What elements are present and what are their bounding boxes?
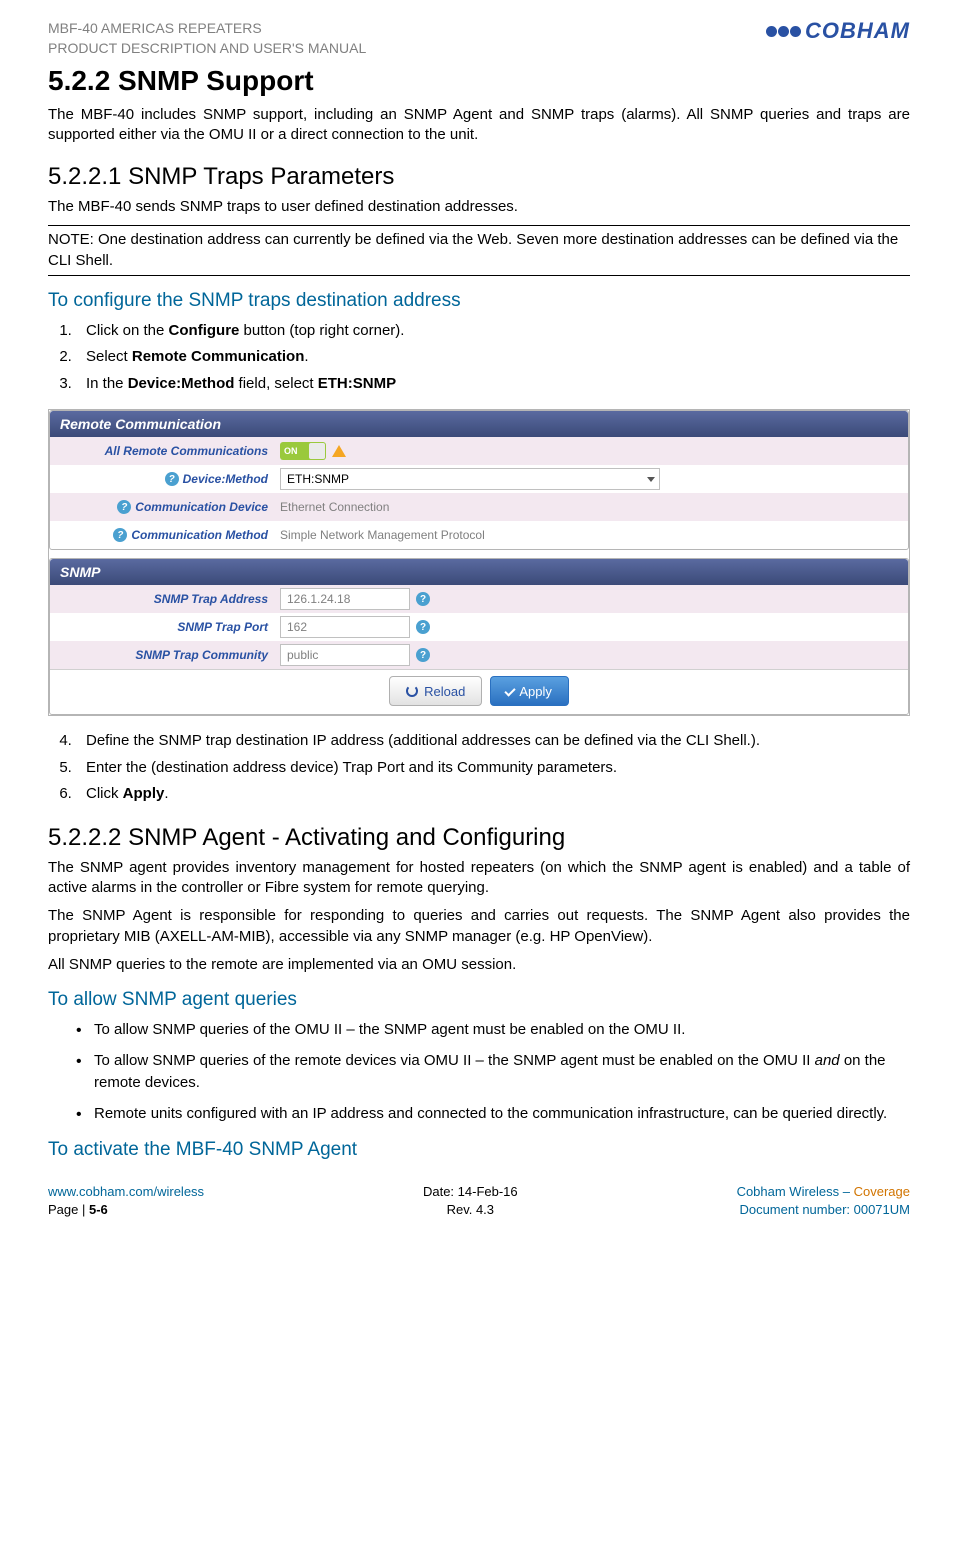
ordered-list-cont: Define the SNMP trap destination IP addr… — [48, 730, 910, 806]
remote-communication-panel: Remote Communication All Remote Communic… — [49, 410, 909, 550]
row-comm-device: ? Communication Device Ethernet Connectio… — [50, 493, 908, 521]
row-label: All Remote Communications — [105, 444, 268, 458]
footer-center: Date: 14-Feb-16 Rev. 4.3 — [423, 1183, 518, 1219]
row-trap-address: SNMP Trap Address 126.1.24.18 ? — [50, 585, 908, 613]
list-item: Enter the (destination address device) T… — [76, 757, 910, 780]
row-value: Ethernet Connection — [280, 500, 389, 514]
trap-port-input[interactable]: 162 — [280, 616, 410, 638]
row-label: Communication Method — [131, 528, 268, 542]
header-title-block: MBF-40 AMERICAS REPEATERS PRODUCT DESCRI… — [48, 18, 366, 59]
header-line2: PRODUCT DESCRIPTION AND USER'S MANUAL — [48, 38, 366, 58]
list-item: Click Apply. — [76, 783, 910, 806]
list-item: Select Remote Communication. — [76, 346, 910, 369]
row-comm-method: ? Communication Method Simple Network Man… — [50, 521, 908, 549]
button-row: Reload Apply — [50, 669, 908, 714]
chevron-down-icon — [647, 477, 655, 482]
apply-button[interactable]: Apply — [490, 676, 569, 706]
reload-button[interactable]: Reload — [389, 676, 482, 706]
help-icon[interactable]: ? — [165, 472, 179, 486]
config-screenshot: Remote Communication All Remote Communic… — [48, 409, 910, 716]
paragraph: All SNMP queries to the remote are imple… — [48, 955, 910, 975]
note-box: NOTE: One destination address can curren… — [48, 225, 910, 276]
heading-h3: 5.2.2.2 SNMP Agent - Activating and Conf… — [48, 824, 910, 852]
list-item: Click on the Configure button (top right… — [76, 320, 910, 343]
page-footer: www.cobham.com/wireless Page | 5-6 Date:… — [48, 1183, 910, 1219]
row-label: SNMP Trap Address — [154, 592, 268, 606]
panel-header: SNMP — [50, 559, 908, 585]
select-value: ETH:SNMP — [287, 472, 349, 486]
paragraph: The SNMP agent provides inventory manage… — [48, 858, 910, 899]
footer-date: Date: 14-Feb-16 — [423, 1183, 518, 1201]
footer-left: www.cobham.com/wireless Page | 5-6 — [48, 1183, 204, 1219]
row-value: Simple Network Management Protocol — [280, 528, 485, 542]
heading-h2: 5.2.2 SNMP Support — [48, 65, 910, 97]
warning-icon — [332, 445, 346, 457]
button-label: Reload — [424, 684, 465, 699]
row-label: Device:Method — [183, 472, 268, 486]
subheading-blue: To configure the SNMP traps destination … — [48, 290, 910, 312]
page-header: MBF-40 AMERICAS REPEATERS PRODUCT DESCRI… — [48, 18, 910, 59]
check-icon — [505, 686, 516, 697]
ordered-list: Click on the Configure button (top right… — [48, 320, 910, 396]
cobham-logo: COBHAM — [766, 18, 910, 44]
trap-address-input[interactable]: 126.1.24.18 — [280, 588, 410, 610]
footer-docnum: Document number: 00071UM — [737, 1201, 910, 1219]
help-icon[interactable]: ? — [117, 500, 131, 514]
logo-text: COBHAM — [805, 18, 910, 44]
row-trap-port: SNMP Trap Port 162 ? — [50, 613, 908, 641]
footer-right: Cobham Wireless – Coverage Document numb… — [737, 1183, 910, 1219]
trap-community-input[interactable]: public — [280, 644, 410, 666]
list-item: Remote units configured with an IP addre… — [76, 1103, 910, 1126]
help-icon[interactable]: ? — [113, 528, 127, 542]
help-icon[interactable]: ? — [416, 592, 430, 606]
row-label: SNMP Trap Port — [177, 620, 268, 634]
subheading-blue: To allow SNMP agent queries — [48, 989, 910, 1011]
list-item: In the Device:Method field, select ETH:S… — [76, 373, 910, 396]
footer-url: www.cobham.com/wireless — [48, 1183, 204, 1201]
bullet-list: To allow SNMP queries of the OMU II – th… — [48, 1019, 910, 1125]
list-item: To allow SNMP queries of the OMU II – th… — [76, 1019, 910, 1042]
row-device-method: ? Device:Method ETH:SNMP — [50, 465, 908, 493]
paragraph: The SNMP Agent is responsible for respon… — [48, 906, 910, 947]
device-method-select[interactable]: ETH:SNMP — [280, 468, 660, 490]
row-trap-community: SNMP Trap Community public ? — [50, 641, 908, 669]
header-line1: MBF-40 AMERICAS REPEATERS — [48, 18, 366, 38]
list-item: To allow SNMP queries of the remote devi… — [76, 1050, 910, 1095]
toggle-on[interactable]: ON — [280, 442, 326, 460]
list-item: Define the SNMP trap destination IP addr… — [76, 730, 910, 753]
snmp-panel: SNMP SNMP Trap Address 126.1.24.18 ? SNM… — [49, 558, 909, 715]
paragraph: The MBF-40 includes SNMP support, includ… — [48, 105, 910, 146]
row-all-remote-comm: All Remote Communications ON — [50, 437, 908, 465]
help-icon[interactable]: ? — [416, 648, 430, 662]
paragraph: The MBF-40 sends SNMP traps to user defi… — [48, 197, 910, 217]
help-icon[interactable]: ? — [416, 620, 430, 634]
subheading-blue: To activate the MBF-40 SNMP Agent — [48, 1139, 910, 1161]
footer-rev: Rev. 4.3 — [423, 1201, 518, 1219]
reload-icon — [406, 685, 418, 697]
button-label: Apply — [519, 684, 552, 699]
heading-h3: 5.2.2.1 SNMP Traps Parameters — [48, 163, 910, 191]
row-label: Communication Device — [135, 500, 268, 514]
logo-circles-icon — [766, 26, 801, 37]
panel-header: Remote Communication — [50, 411, 908, 437]
row-label: SNMP Trap Community — [135, 648, 268, 662]
